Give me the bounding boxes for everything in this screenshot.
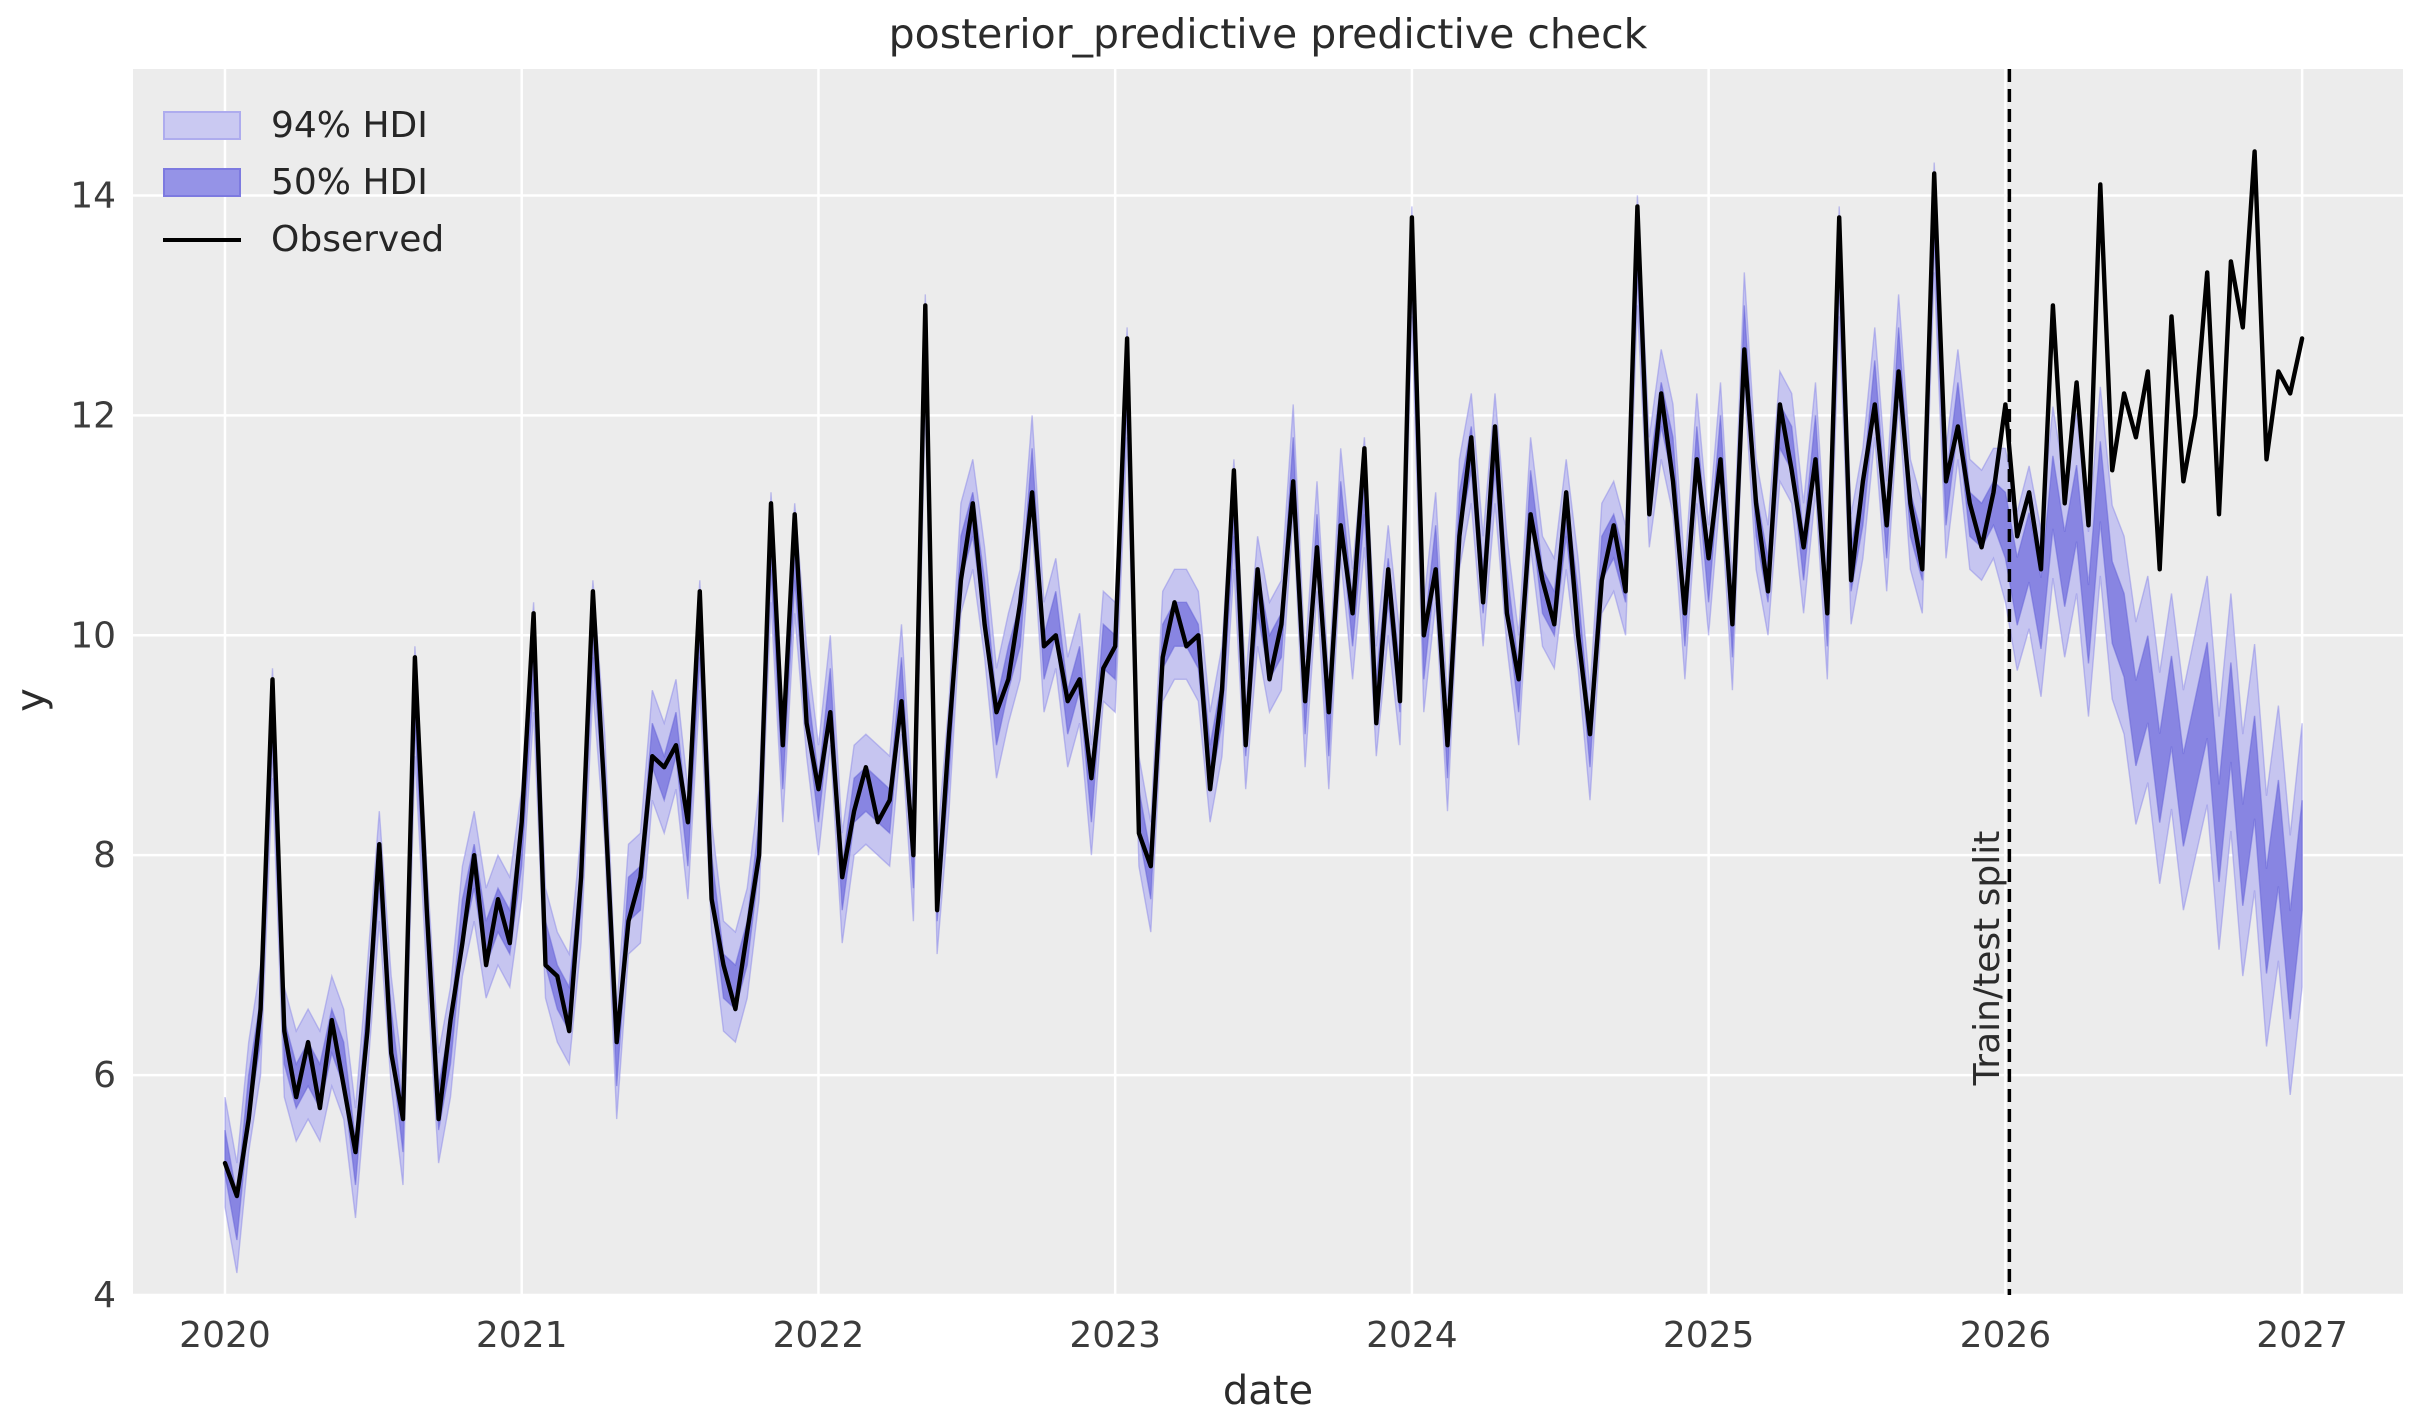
x-tick-label: 2023: [1069, 1315, 1161, 1356]
hdi-94-swatch: [163, 111, 241, 140]
x-tick-label: 2025: [1663, 1315, 1755, 1356]
legend-item-94-hdi: 94% HDI: [163, 97, 444, 154]
legend-item-observed: Observed: [163, 211, 444, 268]
observed-line: [222, 149, 2305, 1199]
x-tick-label: 2026: [1960, 1315, 2052, 1356]
y-axis-label: y: [8, 688, 54, 712]
x-tick-label: 2020: [179, 1315, 271, 1356]
y-tick-label: 12: [70, 395, 116, 436]
hdi-50-swatch: [163, 168, 241, 197]
train-test-split-label: Train/test split: [1967, 831, 2008, 1087]
x-tick-label: 2024: [1366, 1315, 1458, 1356]
x-tick-label: 2027: [2256, 1315, 2348, 1356]
legend-item-50-hdi: 50% HDI: [163, 154, 444, 211]
observed-line-swatch: [163, 237, 241, 242]
chart-title: posterior_predictive predictive check: [888, 10, 1648, 58]
legend-label-94-hdi: 94% HDI: [271, 104, 428, 146]
x-axis-label: date: [1223, 1368, 1313, 1414]
y-tick-label: 8: [93, 835, 116, 876]
legend-label-observed: Observed: [271, 218, 445, 260]
x-tick-label: 2021: [476, 1315, 568, 1356]
y-tick-label: 4: [93, 1275, 116, 1316]
legend: 94% HDI 50% HDI Observed: [163, 97, 444, 268]
legend-label-50-hdi: 50% HDI: [271, 161, 428, 203]
y-tick-label: 6: [93, 1055, 116, 1096]
x-tick-label: 2022: [773, 1315, 865, 1356]
y-tick-label: 10: [70, 615, 116, 656]
y-tick-label: 14: [70, 175, 116, 216]
